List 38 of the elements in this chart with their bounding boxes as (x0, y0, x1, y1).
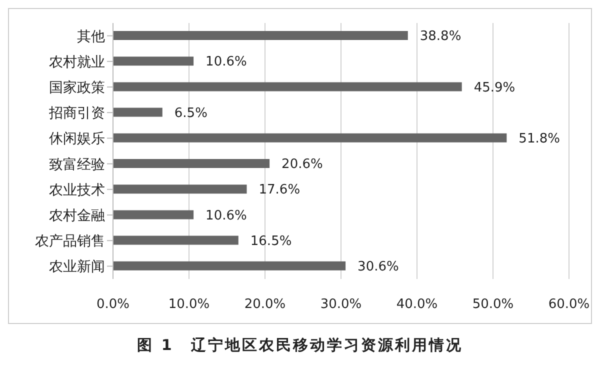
data-label: 38.8% (420, 29, 462, 44)
bar (113, 184, 247, 194)
data-label: 20.6% (282, 157, 323, 172)
data-label: 45.9% (474, 80, 516, 96)
y-tick-label: 农业新闻 (49, 259, 105, 276)
x-tick-label: 50.0% (472, 297, 514, 312)
data-label: 10.6% (206, 54, 247, 70)
bar (113, 31, 408, 40)
y-tick-label: 农产品销售 (35, 234, 105, 250)
data-label: 51.8% (518, 132, 560, 147)
bar (113, 261, 346, 270)
data-label: 30.6% (358, 260, 399, 275)
y-tick-label: 农业技术 (49, 182, 105, 198)
bar (113, 236, 238, 245)
y-tick-label: 其他 (77, 28, 105, 45)
x-tick-label: 40.0% (396, 297, 438, 312)
x-tick-label: 0.0% (96, 297, 130, 312)
data-label: 6.5% (174, 106, 208, 121)
y-tick-label: 致富经验 (49, 156, 105, 173)
bar (113, 82, 462, 92)
bar (113, 133, 507, 142)
y-tick-label: 国家政策 (49, 80, 105, 96)
bar (113, 56, 194, 66)
x-tick-label: 10.0% (168, 297, 210, 312)
x-tick-label: 60.0% (548, 297, 590, 312)
y-tick-label: 休闲娱乐 (49, 131, 105, 148)
x-tick-label: 20.0% (244, 297, 286, 312)
y-tick-label: 农村就业 (49, 54, 105, 70)
x-tick-label: 30.0% (320, 297, 362, 312)
data-label: 17.6% (258, 182, 300, 198)
bar (113, 159, 270, 168)
data-label: 10.6% (206, 208, 247, 224)
bar (113, 210, 194, 220)
text: 图 1 辽宁地区农民移动学习资源利用情况 (136, 336, 464, 355)
bar (113, 108, 162, 117)
y-tick-label: 招商引资 (48, 106, 105, 122)
data-label: 16.5% (250, 234, 292, 249)
y-tick-label: 农村金融 (49, 208, 105, 224)
